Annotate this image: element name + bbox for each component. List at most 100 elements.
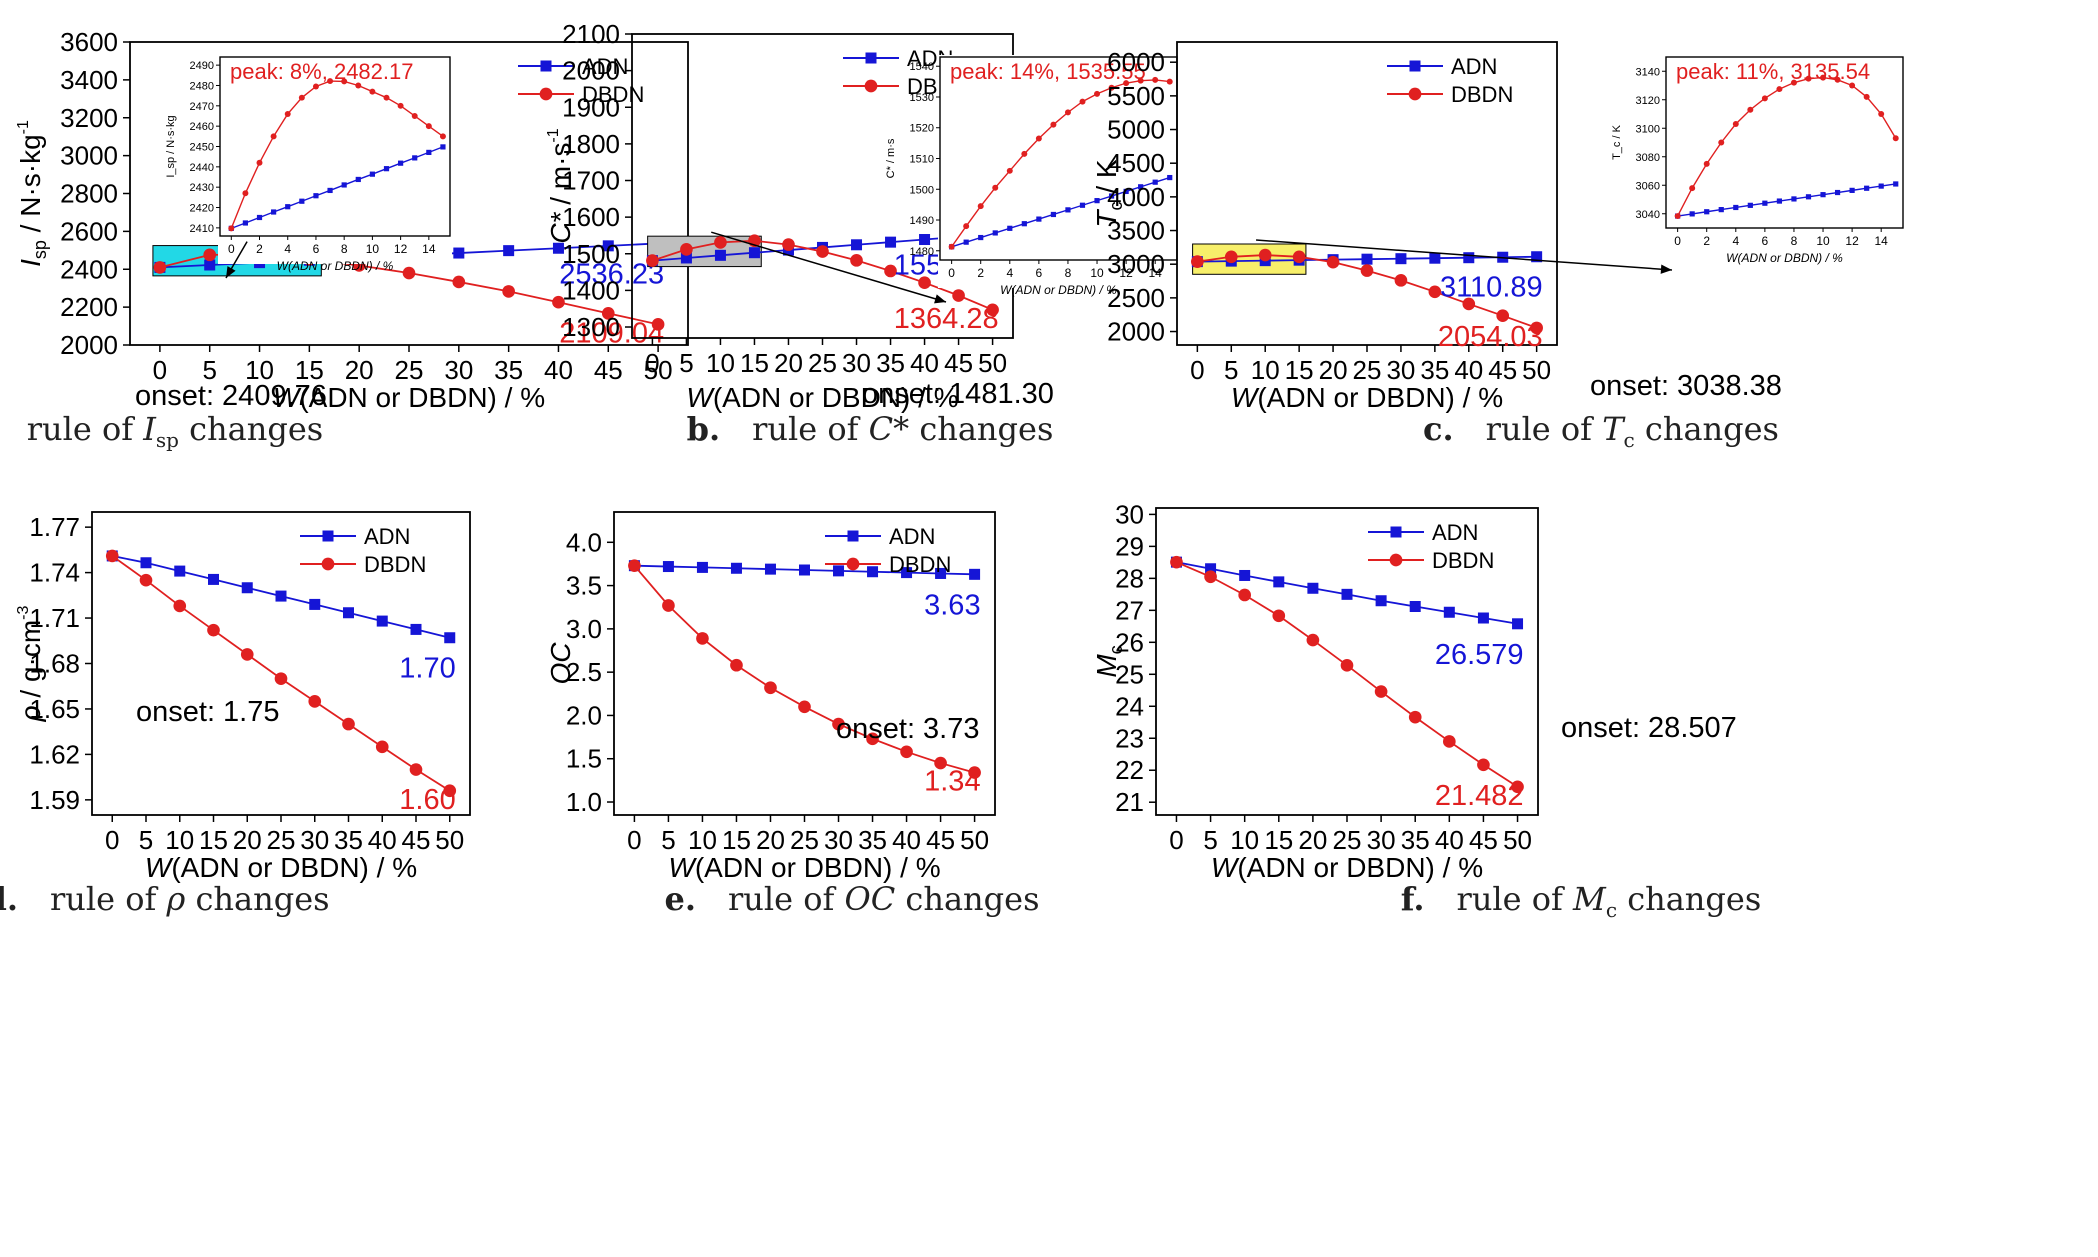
legend-marker-adn <box>1390 526 1402 538</box>
x-tick-label: 35 <box>494 355 523 385</box>
inset-series-point-adn <box>1123 188 1129 195</box>
x-tick-label: 30 <box>1386 355 1415 385</box>
x-tick-label: 20 <box>1319 355 1348 385</box>
inset-x-tick-label: 0 <box>228 242 235 256</box>
inset-series-line-dbdn <box>1677 76 1897 217</box>
figure-caption: a. rule of Isp changes <box>0 410 323 452</box>
series-point-dbdn <box>662 599 675 612</box>
y-tick-label: 1.62 <box>29 739 80 769</box>
caption-symbol: T <box>1602 410 1626 448</box>
inset-series-point-dbdn <box>369 88 376 95</box>
series-point-dbdn <box>1292 250 1306 264</box>
x-tick-label: 50 <box>978 348 1007 378</box>
inset-y-tick-label: 2440 <box>190 162 214 174</box>
series-point-dbdn <box>651 318 665 331</box>
legend-label-adn: ADN <box>364 524 410 549</box>
series-point-dbdn <box>1258 248 1272 262</box>
inset-x-tick-label: 8 <box>341 242 348 256</box>
series-point-dbdn <box>203 248 217 262</box>
inset-series-point-adn <box>1152 179 1158 185</box>
x-tick-label: 25 <box>808 348 837 378</box>
series-point-adn <box>1307 582 1319 594</box>
inset-series-point-adn <box>440 144 446 150</box>
series-point-dbdn <box>986 303 999 317</box>
series-point-dbdn <box>207 623 220 637</box>
inset-series-point-adn <box>1689 211 1695 217</box>
series-point-dbdn <box>1374 685 1388 698</box>
legend-marker-dbdn <box>846 557 860 571</box>
inset-series-point-adn <box>299 198 305 204</box>
x-tick-label: 50 <box>1522 355 1551 385</box>
inset-y-tick-label: 1520 <box>910 123 934 135</box>
x-axis-label-symbol: W <box>273 382 302 413</box>
series-point-adn <box>1341 588 1353 600</box>
series-point-adn <box>919 234 931 246</box>
x-tick-label: 45 <box>944 348 973 378</box>
x-tick-label: 40 <box>910 348 939 378</box>
series-point-adn <box>552 242 564 254</box>
y-axis-label-unit: / N·s·kg <box>15 134 46 240</box>
y-tick-label: 1500 <box>562 239 620 269</box>
inset-series-line-dbdn <box>951 79 1170 248</box>
series-point-dbdn <box>1511 780 1524 794</box>
x-tick-label: 30 <box>1367 825 1396 855</box>
caption-text-end: changes <box>179 410 323 448</box>
x-axis-label-text: (ADN or DBDN) / % <box>1257 382 1503 413</box>
x-tick-label: 0 <box>153 355 167 385</box>
y-tick-label: 2400 <box>60 254 118 284</box>
inset-series-point-adn <box>1820 192 1826 198</box>
inset-chart: 3040 3060 3080 3100 3120 3140 0 2 4 6 8 10 12 14 W(ADN… <box>1611 55 1905 265</box>
y-tick-label: 1.77 <box>29 512 80 542</box>
y-tick-label: 3600 <box>60 27 118 57</box>
y-tick-label: 1.74 <box>29 558 80 588</box>
legend-marker-dbdn <box>1408 87 1422 101</box>
x-tick-label: 10 <box>688 825 717 855</box>
series-point-dbdn <box>1408 710 1422 724</box>
end-value-dbdn: 1364.28 <box>894 303 999 335</box>
series-point-dbdn <box>1238 588 1252 602</box>
x-tick-label: 20 <box>1298 825 1327 855</box>
series-point-dbdn <box>714 236 727 249</box>
inset-y-tick-label: 2490 <box>190 60 214 72</box>
series-point-dbdn <box>409 763 423 776</box>
inset-x-tick-label: 12 <box>394 242 408 256</box>
inset-series-point-dbdn <box>1035 135 1042 142</box>
inset-series-point-dbdn <box>948 243 955 250</box>
y-axis-label-symbol: T <box>1091 209 1122 228</box>
series-point-dbdn <box>1462 297 1476 311</box>
x-axis-label: W(ADN or DBDN) / % <box>273 382 545 413</box>
inset-series-point-adn <box>1805 194 1812 200</box>
inset-series-point-dbdn <box>977 203 984 210</box>
caption-letter: d. <box>0 880 18 918</box>
y-tick-label: 1.65 <box>29 694 80 724</box>
inset-x-axis-label: W(ADN or DBDN) / % <box>277 259 394 273</box>
series-point-dbdn <box>402 266 416 280</box>
series-point-dbdn <box>628 559 641 572</box>
inset-series-point-adn <box>1849 187 1855 193</box>
series-point-dbdn <box>850 254 863 267</box>
series-point-adn <box>901 567 913 579</box>
y-tick-label: 27 <box>1115 595 1144 625</box>
x-tick-label: 35 <box>334 825 363 855</box>
inset-series-point-adn <box>285 204 291 210</box>
inset-series-point-dbdn <box>1123 80 1130 87</box>
inset-series-point-adn <box>1065 207 1071 213</box>
series-point-dbdn <box>1224 250 1238 264</box>
series-point-dbdn <box>952 289 965 302</box>
end-value-adn: 1.70 <box>399 653 455 685</box>
x-tick-label: 10 <box>1251 355 1280 385</box>
x-axis-label-symbol: W <box>145 852 174 883</box>
y-tick-label: 1300 <box>562 312 620 342</box>
inset-series-point-adn <box>1762 200 1768 206</box>
y-tick-label: 2.5 <box>566 657 602 687</box>
series-point-dbdn <box>1340 659 1354 672</box>
legend-marker-adn <box>1409 60 1421 72</box>
y-tick-label: 26 <box>1115 627 1144 657</box>
inset-series-point-dbdn <box>1863 93 1870 100</box>
caption-text-end: changes <box>895 880 1039 918</box>
inset-series-point-dbdn <box>425 123 432 130</box>
series-point-dbdn <box>680 243 693 256</box>
series-point-dbdn <box>601 307 615 320</box>
legend-marker-dbdn <box>864 79 878 93</box>
inset-y-axis-label: T_c / K <box>1611 124 1623 160</box>
